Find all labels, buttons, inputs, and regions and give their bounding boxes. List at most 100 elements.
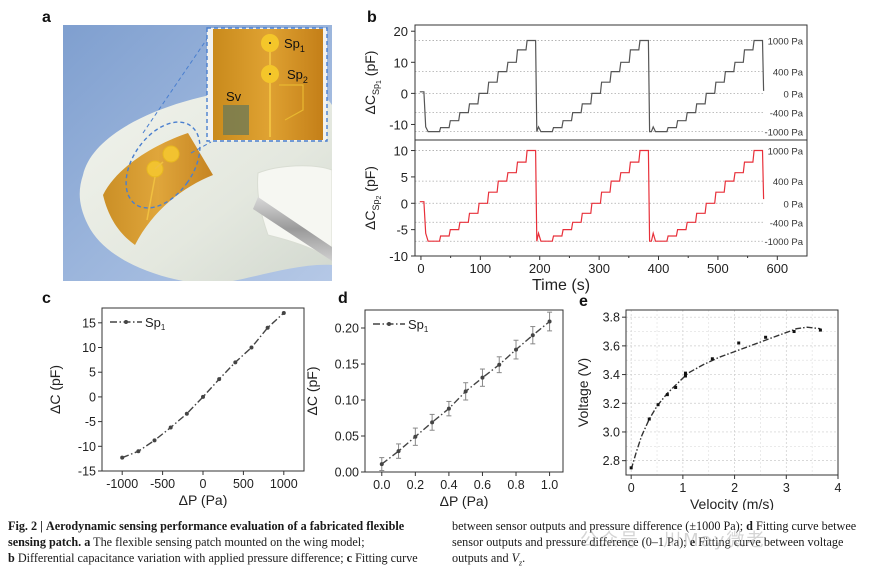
data-point xyxy=(665,393,669,397)
y-axis-label: ΔCSp2 (pF) xyxy=(362,166,383,230)
legend-marker xyxy=(124,320,128,324)
x-tick-label: 200 xyxy=(529,261,551,276)
x-tick-label: -1000 xyxy=(106,477,138,491)
y-tick-label: -10 xyxy=(389,117,408,132)
caption-e-end: . xyxy=(522,551,526,565)
data-point xyxy=(710,357,714,361)
x-tick-label: -500 xyxy=(150,477,175,491)
y-tick-label: -5 xyxy=(396,223,408,238)
x-tick-label: 0.8 xyxy=(507,478,524,492)
caption-a-text: The flexible sensing patch mounted on th… xyxy=(93,535,365,549)
y-tick-label: -5 xyxy=(85,415,96,429)
y-tick-label: 10 xyxy=(394,55,408,70)
x-tick-label: 0.6 xyxy=(474,478,491,492)
x-tick-label: 100 xyxy=(469,261,491,276)
y-axis-label: Voltage (V) xyxy=(575,358,591,427)
pressure-label: 0 Pa xyxy=(783,199,803,210)
caption-c-text-cont: between sensor outputs and pressure diff… xyxy=(452,519,744,533)
series-line xyxy=(121,312,285,459)
pressure-label: -400 Pa xyxy=(770,218,804,229)
x-tick-label: 1 xyxy=(679,481,686,495)
y-tick-label: 0.10 xyxy=(335,394,359,408)
data-point xyxy=(656,403,660,407)
y-tick-label: -15 xyxy=(78,465,96,479)
y-axis-label: ΔCSp1 (pF) xyxy=(362,51,383,115)
pressure-label: -1000 Pa xyxy=(764,237,803,248)
x-axis-label: ΔP (Pa) xyxy=(179,492,228,508)
fit-curve xyxy=(630,326,821,470)
y-tick-label: 5 xyxy=(401,170,408,185)
y-tick-label: 5 xyxy=(89,366,96,380)
x-tick-label: 0.4 xyxy=(440,478,457,492)
sensor-sp1-dot xyxy=(162,145,180,163)
y-tick-label: 0 xyxy=(401,196,408,211)
x-tick-label: 600 xyxy=(766,261,788,276)
data-point xyxy=(497,362,502,367)
caption-a-label: a xyxy=(84,535,91,549)
caption-left: Fig. 2 | Aerodynamic sensing performance… xyxy=(8,518,438,566)
caption-e-var: V xyxy=(511,551,520,565)
x-tick-label: 0 xyxy=(200,477,207,491)
legend-label: Sp1 xyxy=(145,315,166,332)
data-point xyxy=(136,449,141,454)
panel-c-letter: c xyxy=(42,290,51,307)
data-point xyxy=(683,371,687,375)
y-tick-label: -10 xyxy=(78,440,96,454)
y-axis-label: ΔC (pF) xyxy=(304,366,320,415)
panel-b-letter: b xyxy=(367,9,377,26)
caption-fig-label: Fig. 2 | xyxy=(8,519,43,533)
y-tick-label: 10 xyxy=(82,341,96,355)
data-point xyxy=(737,341,741,345)
caption-d-text: Fitting curve betwee sensor outputs and … xyxy=(452,519,857,549)
data-point xyxy=(463,389,468,394)
panel-e-letter: e xyxy=(579,293,588,310)
x-tick-label: 2 xyxy=(731,481,738,495)
data-point xyxy=(514,347,519,352)
data-point xyxy=(168,425,173,430)
data-point xyxy=(818,328,822,332)
y-tick-label: 3.6 xyxy=(603,339,620,353)
data-point xyxy=(430,420,435,425)
x-tick-label: 300 xyxy=(588,261,610,276)
data-point xyxy=(480,375,485,380)
data-point xyxy=(683,374,687,378)
mounting-rod xyxy=(253,197,332,261)
x-tick-label: 0.2 xyxy=(407,478,424,492)
data-point xyxy=(281,310,286,315)
plot-frame xyxy=(414,24,808,141)
caption-d-label: d xyxy=(746,519,753,533)
data-point xyxy=(396,449,401,454)
data-point xyxy=(647,417,651,421)
x-tick-label: 500 xyxy=(233,477,254,491)
data-point xyxy=(120,455,125,460)
pressure-label: -400 Pa xyxy=(770,109,804,120)
inset-sv-sensor xyxy=(223,105,249,135)
y-tick-label: 0.00 xyxy=(335,466,359,480)
y-tick-label: 20 xyxy=(394,24,408,39)
x-axis-label: Velocity (m/s) xyxy=(690,496,774,510)
pressure-label: 400 Pa xyxy=(773,177,804,188)
x-tick-label: 3 xyxy=(783,481,790,495)
y-tick-label: 15 xyxy=(82,316,96,330)
caption-right: between sensor outputs and pressure diff… xyxy=(452,518,870,571)
legend-marker xyxy=(387,322,391,326)
legend-label: Sp1 xyxy=(408,317,429,334)
x-tick-label: 1000 xyxy=(270,477,298,491)
plot-frame xyxy=(625,309,839,476)
panel-a-letter: a xyxy=(42,9,51,26)
caption-b-text: Differential capacitance variation with … xyxy=(17,551,344,565)
panel-d-letter: d xyxy=(338,290,348,307)
sensing-patch xyxy=(103,133,213,245)
y-tick-label: 2.8 xyxy=(603,454,620,468)
capacitance-series-line xyxy=(419,149,765,242)
data-point xyxy=(249,345,254,350)
caption-e-var-sub: z xyxy=(519,558,523,568)
caption-c-text-start: Fitting curve xyxy=(355,551,418,565)
x-tick-label: 0 xyxy=(628,481,635,495)
x-tick-label: 0.0 xyxy=(373,478,390,492)
data-point xyxy=(674,385,678,389)
y-tick-label: 0 xyxy=(401,86,408,101)
y-tick-label: 0.05 xyxy=(335,430,359,444)
data-point xyxy=(764,335,768,339)
